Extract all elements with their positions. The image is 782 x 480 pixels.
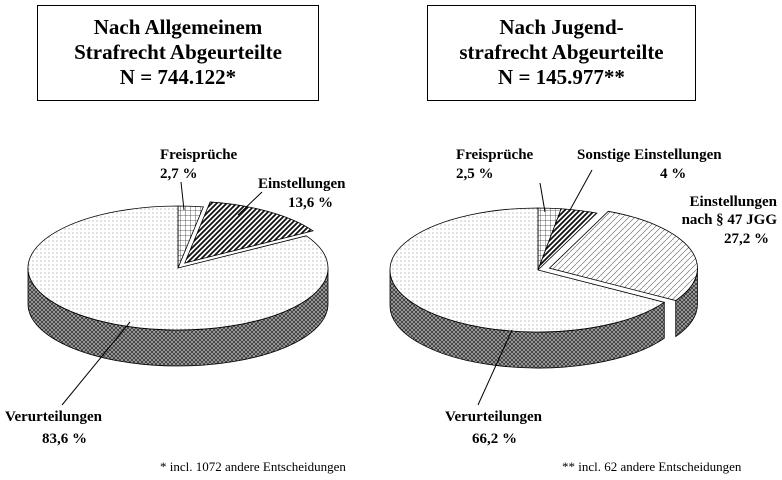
category-label: Freisprüche: [456, 147, 534, 163]
category-label: Freisprüche: [160, 147, 238, 163]
value-label: 27,2 %: [724, 231, 769, 247]
title-line: Strafrecht Abgeurteilte: [74, 40, 282, 64]
slice: [184, 201, 314, 264]
slice: [389, 207, 666, 333]
slice: [27, 205, 329, 331]
pies: [27, 201, 698, 369]
leader-line: [539, 182, 546, 213]
value-label: 83,6 %: [42, 431, 87, 447]
leader-lines: [61, 169, 593, 406]
leader-line: [180, 181, 185, 211]
title-line: Nach Allgemeinem: [93, 15, 263, 39]
title-box: Nach Allgemeinem Strafrecht Abgeurteilte…: [37, 5, 319, 101]
value-label: 2,7 %: [160, 166, 198, 182]
leader-line: [61, 321, 131, 406]
category-label: Einstellungen: [258, 176, 346, 192]
leader-line: [477, 329, 513, 406]
slice: [537, 208, 598, 271]
subtitle: N = 744.122*: [119, 65, 237, 89]
title-line: strafrecht Abgeurteilte: [459, 40, 664, 64]
slice: [548, 210, 698, 301]
value-label: 4 %: [660, 166, 687, 182]
footnote: ** incl. 62 andere Entscheidungen: [562, 459, 742, 474]
value-label: 2,5 %: [456, 166, 494, 182]
category-label: Verurteilungen: [445, 409, 542, 425]
title-line: Nach Jugend-: [499, 15, 624, 39]
footnote: * incl. 1072 andere Entscheidungen: [160, 459, 346, 474]
category-label: Verurteilungen: [5, 409, 102, 425]
leader-line: [237, 191, 263, 216]
subtitle: N = 145.977**: [498, 65, 625, 89]
value-label: 66,2 %: [472, 431, 517, 447]
category-label: Einstellungen nach § 47 JGG: [681, 194, 777, 228]
value-label: 13,6 %: [288, 195, 333, 211]
title-box: Nach Jugend- strafrecht Abgeurteilte N =…: [427, 5, 696, 101]
leader-line: [569, 169, 593, 211]
category-label: Sonstige Einstellungen: [577, 147, 722, 163]
